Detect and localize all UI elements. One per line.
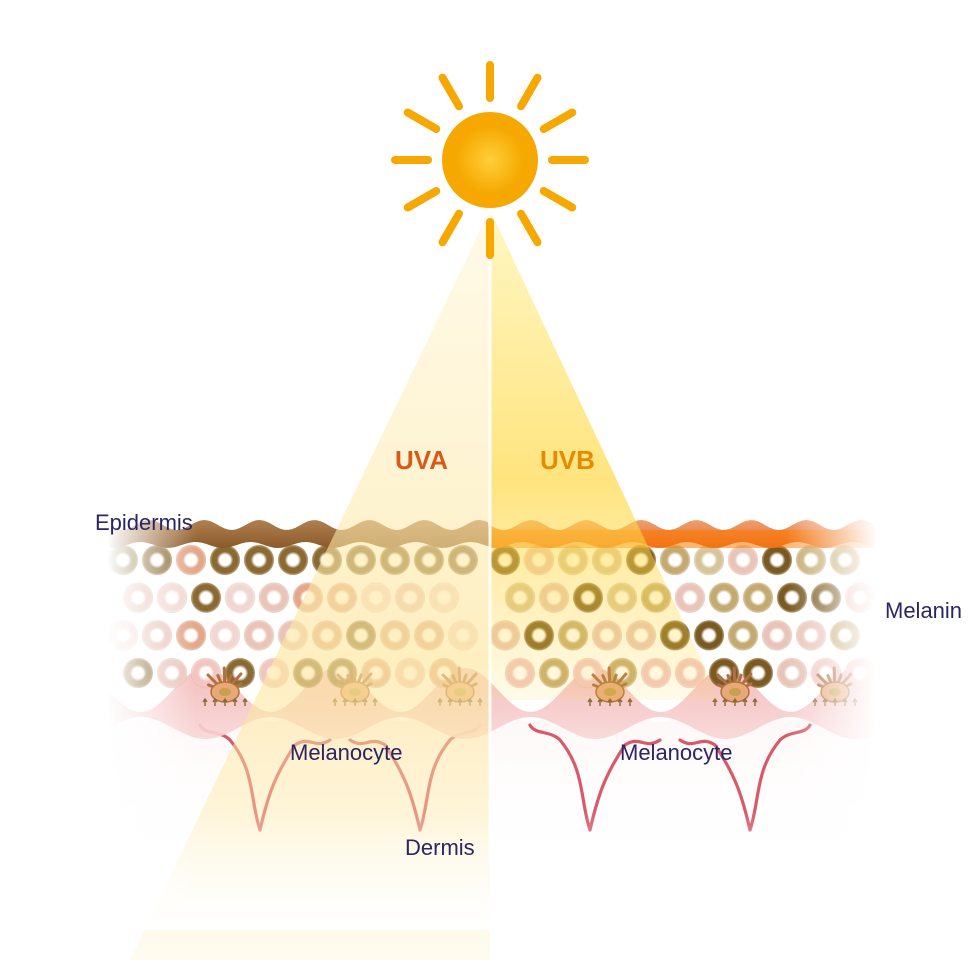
skin-cell bbox=[709, 583, 739, 613]
skin-cell bbox=[660, 545, 690, 575]
skin-cell bbox=[728, 545, 758, 575]
fade-bottom bbox=[108, 810, 875, 930]
uvb-label: UVB bbox=[540, 445, 595, 476]
skin-cell bbox=[694, 620, 724, 650]
skin-cell bbox=[259, 583, 289, 613]
skin-cell bbox=[694, 545, 724, 575]
uvb-beam bbox=[490, 210, 720, 700]
uva-label: UVA bbox=[395, 445, 448, 476]
skin-cell bbox=[278, 545, 308, 575]
skin-cell bbox=[210, 620, 240, 650]
diagram-svg bbox=[0, 0, 980, 980]
skin-cell bbox=[728, 620, 758, 650]
skin-cell bbox=[675, 583, 705, 613]
skin-cell bbox=[244, 620, 274, 650]
diagram-stage: UVA UVB Epidermis Melanin Melanocyte Mel… bbox=[0, 0, 980, 980]
melanin-label: Melanin bbox=[885, 598, 962, 624]
skin-cell bbox=[743, 583, 773, 613]
sun-icon bbox=[395, 65, 585, 255]
dermis-label: Dermis bbox=[405, 835, 475, 861]
melanocyte-left-label: Melanocyte bbox=[290, 740, 403, 766]
skin-cell bbox=[244, 545, 274, 575]
melanocyte-nucleus bbox=[729, 688, 741, 696]
skin-cell bbox=[743, 658, 773, 688]
skin-cell bbox=[210, 545, 240, 575]
melanocyte-nucleus bbox=[219, 688, 231, 696]
epidermis-label: Epidermis bbox=[95, 510, 193, 536]
skin-cell bbox=[225, 583, 255, 613]
melanocyte-right-label: Melanocyte bbox=[620, 740, 733, 766]
